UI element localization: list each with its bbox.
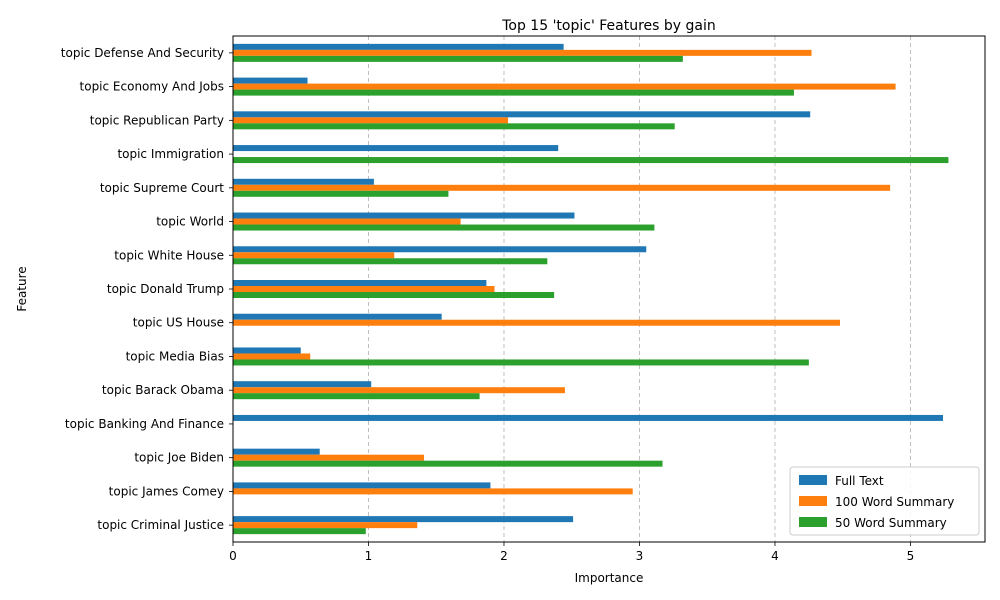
x-tick-label: 3	[636, 549, 644, 563]
bar-50-word-summary	[233, 460, 663, 467]
legend-swatch	[799, 517, 827, 527]
y-tick-label: topic Criminal Justice	[97, 518, 224, 532]
bar-50-word-summary	[233, 89, 794, 96]
legend-label: 100 Word Summary	[835, 495, 954, 509]
bar-full-text	[233, 178, 374, 185]
y-tick-label: topic World	[156, 215, 224, 229]
y-tick-label: topic Joe Biden	[134, 451, 224, 465]
y-tick-label: topic White House	[114, 248, 224, 262]
legend-swatch	[799, 496, 827, 506]
bars-group	[233, 43, 949, 535]
bar-100-word-summary	[233, 522, 418, 529]
y-tick-label: topic US House	[133, 316, 224, 330]
x-axis-ticks: 0 1 2 3 4 5	[229, 542, 914, 563]
x-tick-label: 0	[229, 549, 237, 563]
legend-box	[789, 466, 980, 536]
y-axis-ticks: topic Defense And Security topic Economy …	[61, 46, 233, 532]
bar-100-word-summary	[233, 184, 891, 191]
legend: Full Text 100 Word Summary 50 Word Summary	[789, 466, 980, 536]
bar-100-word-summary	[233, 353, 311, 360]
bar-full-text	[233, 347, 301, 354]
bar-50-word-summary	[233, 359, 809, 366]
y-tick-label: topic Economy And Jobs	[80, 80, 224, 94]
bar-full-text	[233, 212, 575, 219]
legend-swatch	[799, 475, 827, 485]
bar-50-word-summary	[233, 528, 366, 535]
bar-50-word-summary	[233, 123, 675, 130]
bar-100-word-summary	[233, 454, 425, 461]
bar-50-word-summary	[233, 292, 555, 298]
x-tick-label: 1	[365, 549, 373, 563]
bar-full-text	[233, 313, 442, 320]
bar-50-word-summary	[233, 258, 548, 265]
bar-full-text	[233, 448, 320, 455]
y-tick-label: topic Banking And Finance	[65, 417, 224, 431]
y-tick-label: topic Donald Trump	[107, 282, 224, 296]
legend-label: 50 Word Summary	[835, 516, 947, 530]
y-tick-label: topic Republican Party	[90, 113, 224, 127]
bar-100-word-summary	[233, 83, 896, 90]
y-axis-label: Feature	[15, 266, 29, 311]
bar-50-word-summary	[233, 190, 449, 197]
bar-100-word-summary	[233, 319, 841, 326]
y-tick-label: topic Supreme Court	[100, 181, 224, 195]
bar-50-word-summary	[233, 393, 480, 400]
x-axis-label: Importance	[575, 571, 644, 585]
bar-full-text	[233, 246, 647, 253]
bar-100-word-summary	[233, 252, 395, 259]
bar-full-text	[233, 516, 574, 523]
y-tick-label: topic Immigration	[117, 147, 224, 161]
bar-100-word-summary	[233, 488, 633, 495]
legend-label: Full Text	[835, 474, 884, 488]
bar-full-text	[233, 77, 308, 84]
bar-50-word-summary	[233, 55, 683, 62]
bar-full-text	[233, 280, 487, 286]
x-tick-label: 5	[907, 549, 915, 563]
bar-full-text	[233, 43, 564, 50]
bar-full-text	[233, 482, 491, 489]
bar-100-word-summary	[233, 117, 509, 124]
x-tick-label: 4	[771, 549, 779, 563]
chart-title: Top 15 'topic' Features by gain	[501, 18, 716, 34]
bar-full-text	[233, 145, 559, 152]
y-tick-label: topic Barack Obama	[102, 383, 224, 397]
bar-100-word-summary	[233, 218, 461, 225]
y-tick-label: topic Media Bias	[126, 349, 224, 363]
bar-50-word-summary	[233, 157, 949, 164]
bar-100-word-summary	[233, 286, 495, 292]
bar-full-text	[233, 381, 372, 388]
bar-50-word-summary	[233, 224, 655, 231]
bar-full-text	[233, 111, 811, 118]
x-tick-label: 2	[500, 549, 508, 563]
bar-full-text	[233, 414, 943, 421]
y-tick-label: topic James Comey	[109, 484, 224, 498]
bar-100-word-summary	[233, 49, 812, 56]
bar-100-word-summary	[233, 387, 565, 394]
y-tick-label: topic Defense And Security	[61, 46, 224, 60]
